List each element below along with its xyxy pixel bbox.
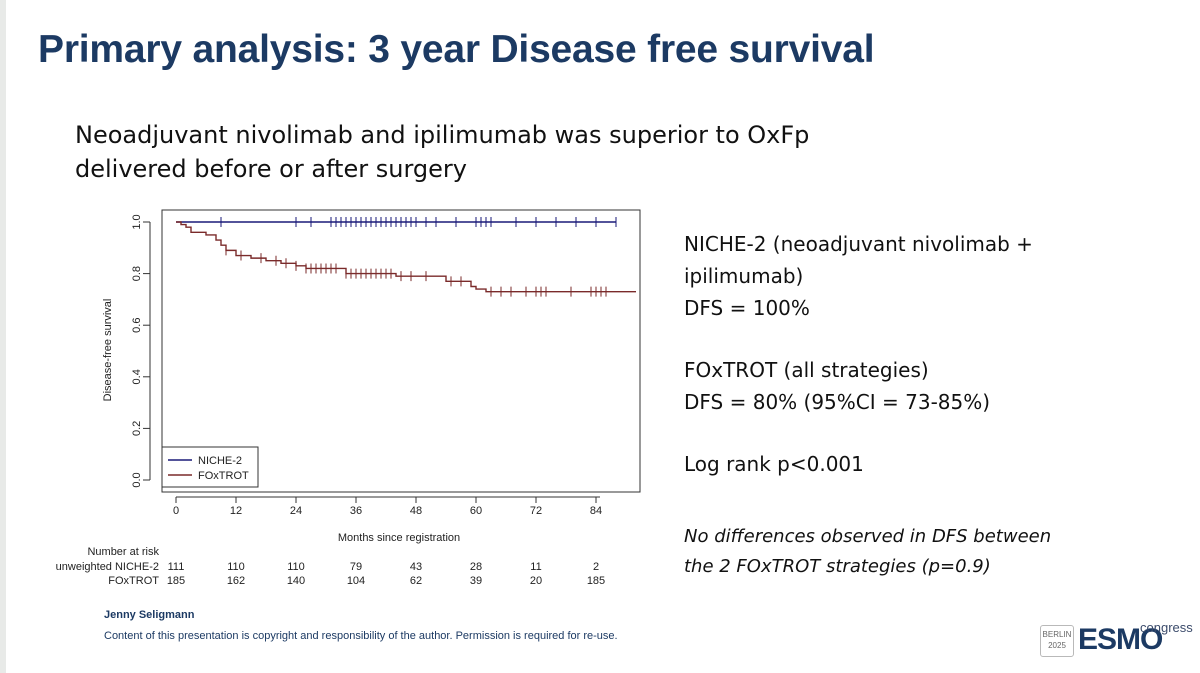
risk-row-label-niche-2: unweighted NICHE-2 [56, 561, 159, 573]
legend-label-niche-2: NICHE-2 [198, 455, 242, 467]
y-tick-label-1.0: 1.0 [131, 214, 143, 229]
risk-value: 62 [410, 575, 422, 587]
chart-legend: NICHE-2 FOxTROT [161, 446, 259, 488]
author-name: Jenny Seligmann [104, 609, 195, 621]
x-tick-label-84: 84 [590, 505, 602, 517]
risk-value: 28 [470, 561, 482, 573]
x-tick-label-48: 48 [410, 505, 422, 517]
slide-title: Primary analysis: 3 year Disease free su… [38, 28, 875, 71]
x-axis-title: Months since registration [338, 532, 460, 544]
copyright-notice: Content of this presentation is copyrigh… [104, 630, 618, 642]
risk-value: 110 [287, 561, 305, 573]
km-curve-foxtrot [176, 221, 636, 293]
legend-box [161, 446, 259, 488]
results-summary-panel: NICHE-2 (neoadjuvant nivolimab + ipilimu… [684, 228, 1184, 480]
legend-label-foxtrot: FOxTROT [198, 470, 249, 482]
y-tick-label-0.4: 0.4 [131, 369, 143, 384]
number-at-risk-table: Number at risk unweighted NICHE-2 FOxTRO… [56, 546, 606, 587]
risk-value: 140 [287, 575, 305, 587]
x-axis: 0 12 24 36 48 60 72 84 [173, 496, 602, 517]
note-line-1: No differences observed in DFS between [684, 526, 1052, 547]
y-tick-label-0.6: 0.6 [131, 318, 143, 333]
risk-table-header: Number at risk [87, 546, 159, 558]
logo-year: 2025 [1048, 641, 1066, 650]
slide-left-border [0, 0, 6, 673]
risk-value: 2 [593, 561, 599, 573]
risk-value: 43 [410, 561, 422, 573]
y-tick-label-0.8: 0.8 [131, 266, 143, 281]
risk-value: 39 [470, 575, 482, 587]
risk-row-label-foxtrot: FOxTROT [108, 575, 159, 587]
km-survival-chart: 0.0 0.2 0.4 0.6 0.8 1.0 0 12 24 36 48 60 72 84 Disea… [56, 209, 641, 587]
log-rank-result: Log rank p<0.001 [684, 452, 864, 476]
subtitle-line-2: delivered before or after surgery [75, 155, 467, 183]
x-tick-label-72: 72 [530, 505, 542, 517]
niche-2-description-line-1: NICHE-2 (neoadjuvant nivolimab + [684, 232, 1033, 256]
x-tick-label-0: 0 [173, 505, 179, 517]
x-tick-label-36: 36 [350, 505, 362, 517]
logo-brand: ESMO [1078, 623, 1163, 656]
logo-suffix: congress [1140, 620, 1193, 635]
y-tick-label-0.0: 0.0 [131, 472, 143, 487]
risk-value: 11 [530, 561, 541, 573]
niche-2-description-line-2: ipilimumab) [684, 264, 804, 288]
y-axis: 0.0 0.2 0.4 0.6 0.8 1.0 [131, 214, 151, 488]
strategy-note: No differences observed in DFS between t… [684, 522, 1051, 582]
slide-subtitle: Neoadjuvant nivolimab and ipilimumab was… [75, 118, 835, 186]
foxtrot-description: FOxTROT (all strategies) [684, 358, 929, 382]
x-tick-label-60: 60 [470, 505, 482, 517]
logo-city: BERLIN [1042, 630, 1072, 639]
note-line-2: the 2 FOxTROT strategies (p=0.9) [684, 556, 991, 577]
risk-value: 79 [350, 561, 362, 573]
risk-value: 20 [530, 575, 542, 587]
subtitle-line-1: Neoadjuvant nivolimab and ipilimumab was… [75, 121, 810, 149]
risk-value: 162 [227, 575, 245, 587]
foxtrot-dfs: DFS = 80% (95%CI = 73-85%) [684, 390, 991, 414]
risk-value: 185 [167, 575, 185, 587]
logo-location-badge: BERLIN 2025 [1040, 625, 1074, 657]
x-tick-label-12: 12 [230, 505, 242, 517]
y-axis-title: Disease-free survival [102, 299, 114, 402]
niche-2-dfs: DFS = 100% [684, 296, 810, 320]
plot-frame [161, 209, 641, 493]
y-tick-label-0.2: 0.2 [131, 421, 143, 436]
risk-value: 110 [227, 561, 245, 573]
x-tick-label-24: 24 [290, 505, 302, 517]
risk-value: 104 [347, 575, 365, 587]
risk-value: 111 [168, 561, 185, 573]
risk-value: 185 [587, 575, 605, 587]
